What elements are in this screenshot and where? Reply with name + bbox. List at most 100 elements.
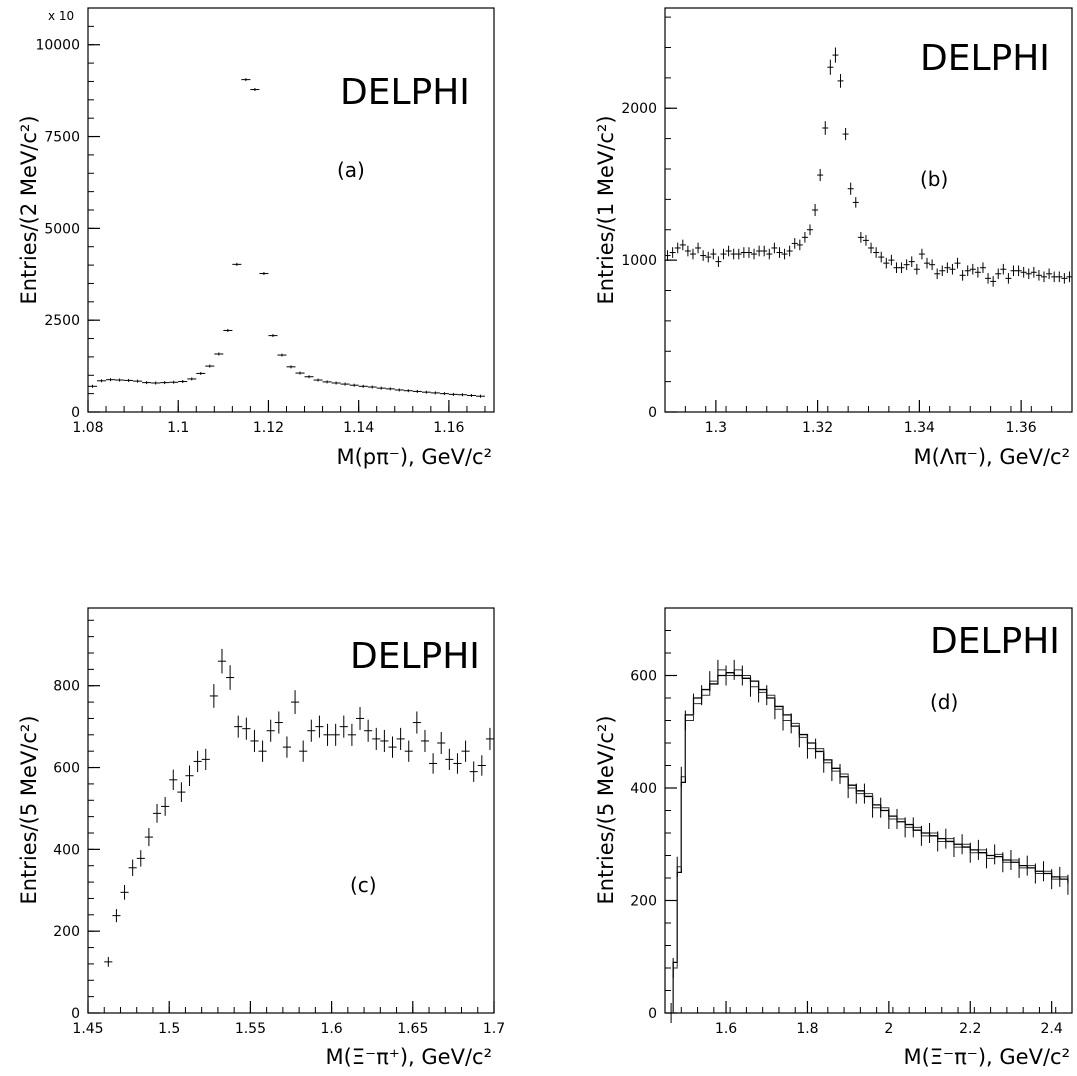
- data-point: [339, 715, 348, 738]
- data-point: [908, 256, 915, 267]
- data-point: [873, 247, 880, 258]
- experiment-label: DELPHI: [920, 38, 1050, 79]
- y-axis-title: Entries/(5 MeV/c²): [594, 715, 618, 904]
- y-tick-label: 200: [53, 924, 80, 940]
- data-point: [954, 257, 961, 269]
- data-point: [475, 394, 485, 398]
- data-point: [745, 247, 752, 258]
- data-point: [421, 390, 431, 394]
- data-point: [106, 378, 116, 382]
- data-point: [445, 748, 454, 770]
- data-point: [995, 268, 1002, 280]
- x-tick-label: 1.36: [1006, 420, 1037, 436]
- data-point: [420, 729, 430, 752]
- data-point: [695, 242, 702, 254]
- y-tick-label: 800: [53, 679, 80, 695]
- data-point: [185, 765, 194, 786]
- data-point: [347, 723, 356, 746]
- y-tick-label: 1000: [621, 253, 657, 269]
- data-point: [258, 740, 267, 762]
- x-tick-label: 1.34: [904, 420, 935, 436]
- data-point: [133, 379, 143, 383]
- data-point: [705, 251, 712, 263]
- data-point: [355, 707, 365, 730]
- y-multiplier: x 10: [48, 9, 74, 23]
- y-tick-label: 600: [630, 669, 657, 685]
- data-point: [412, 711, 421, 734]
- data-point: [429, 753, 438, 774]
- data-point: [684, 245, 691, 257]
- data-point: [196, 371, 206, 375]
- y-tick-label: 0: [648, 1006, 657, 1022]
- data-point: [979, 262, 986, 274]
- data-point: [177, 782, 186, 802]
- data-point: [187, 377, 197, 381]
- x-tick-label: 1.65: [397, 1021, 428, 1037]
- data-point: [142, 381, 152, 385]
- data-point: [453, 753, 462, 774]
- data-point: [1000, 263, 1007, 275]
- data-point: [358, 384, 368, 388]
- data-point: [761, 245, 768, 257]
- data-point: [974, 266, 981, 278]
- data-point: [380, 729, 389, 752]
- experiment-label: DELPHI: [350, 636, 480, 677]
- data-point: [918, 248, 925, 260]
- data-point: [152, 803, 162, 823]
- y-tick-label: 400: [53, 842, 80, 858]
- panel-label: (c): [350, 873, 377, 897]
- y-axis-title: Entries/(5 MeV/c²): [17, 715, 41, 904]
- x-tick-label: 1.8: [796, 1021, 818, 1037]
- data-point: [929, 259, 936, 270]
- data-point: [898, 262, 905, 274]
- data-point: [674, 242, 681, 254]
- data-point: [751, 248, 758, 260]
- data-point: [924, 257, 931, 269]
- data-point: [367, 385, 377, 389]
- x-tick-label: 1.7: [483, 1021, 505, 1037]
- data-point: [268, 334, 278, 338]
- data-point: [160, 381, 170, 385]
- data-point: [832, 47, 839, 63]
- plot-frame: [87, 607, 495, 1014]
- x-axis-title: M(pπ⁻), GeV/c²: [336, 445, 492, 469]
- data-point: [448, 392, 458, 396]
- data-point: [944, 262, 951, 274]
- data-point: [842, 127, 849, 141]
- data-point: [969, 263, 976, 275]
- data-point: [112, 909, 121, 923]
- data-point: [827, 59, 834, 75]
- data-point: [466, 393, 476, 397]
- data-point: [786, 245, 793, 257]
- data-point: [136, 850, 145, 867]
- data-point: [250, 88, 260, 92]
- data-point: [259, 272, 269, 276]
- data-point: [304, 375, 314, 379]
- x-tick-label: 1.16: [433, 420, 464, 436]
- data-point: [812, 203, 819, 217]
- data-point: [277, 353, 287, 357]
- data-point: [120, 884, 129, 900]
- data-point: [781, 248, 788, 260]
- data-point: [274, 711, 283, 734]
- data-point: [178, 380, 188, 384]
- data-point: [689, 248, 696, 260]
- data-point: [161, 797, 170, 816]
- data-point: [934, 268, 941, 280]
- data-point: [201, 748, 210, 770]
- data-point: [266, 719, 275, 742]
- data-point: [735, 248, 742, 260]
- x-tick-label: 1.1: [167, 420, 189, 436]
- panel-b: 1.3 1.32 1.34 1.36 0 1000 2000 M(Λπ⁻), GeV/c² En…: [594, 7, 1073, 469]
- data-point: [1005, 273, 1012, 284]
- data-point: [1015, 265, 1022, 277]
- data-point: [295, 371, 305, 375]
- data-point: [822, 121, 829, 135]
- x-axis-title: M(Λπ⁻), GeV/c²: [913, 445, 1070, 469]
- data-point: [771, 242, 778, 254]
- data-point: [1030, 266, 1037, 278]
- data-point: [720, 248, 727, 260]
- data-point: [457, 393, 467, 397]
- data-point: [403, 389, 413, 393]
- data-point: [299, 740, 308, 762]
